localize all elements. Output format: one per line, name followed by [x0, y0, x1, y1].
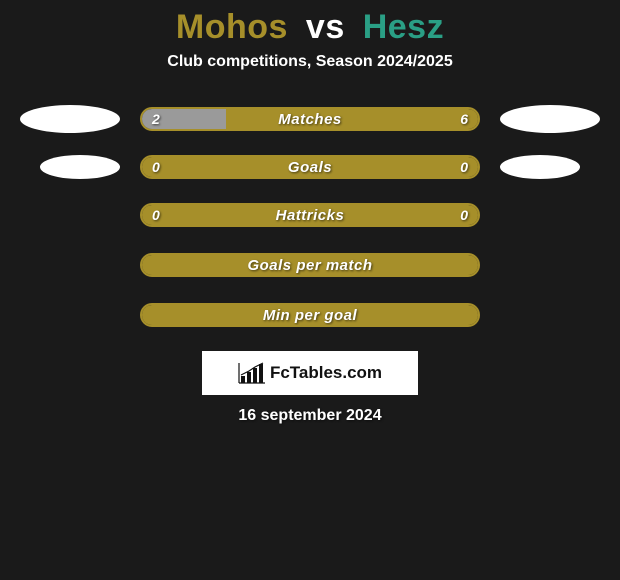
spacer	[20, 201, 120, 229]
stat-row: Min per goal	[0, 301, 620, 329]
spacer	[20, 251, 120, 279]
stat-row: Goals0 0	[0, 155, 620, 179]
stat-label: Hattricks	[142, 205, 478, 225]
stat-label: Goals per match	[142, 255, 478, 275]
stat-left-value: 2	[152, 109, 160, 129]
stat-bar: Goals0 0	[140, 155, 480, 179]
page-title: Mohos vs Hesz	[0, 0, 620, 53]
club-badge-right	[500, 105, 600, 133]
stat-right-value: 6	[460, 109, 468, 129]
stat-rows-container: Matches26Goals00Hattricks00Goals per mat…	[0, 105, 620, 329]
stat-bar: Hattricks0 0	[140, 203, 480, 227]
logo-text: FcTables.com	[270, 363, 382, 383]
stat-left-value: 0	[152, 157, 160, 177]
stat-bar: Goals per match	[140, 253, 480, 277]
stat-label: Matches	[142, 109, 478, 129]
logo-box: FcTables.com	[202, 351, 418, 395]
footer-date: 16 september 2024	[0, 407, 620, 425]
stat-label: Min per goal	[142, 305, 478, 325]
stat-bar: Matches2 6	[140, 107, 480, 131]
subtitle: Club competitions, Season 2024/2025	[0, 53, 620, 71]
stat-bar: Min per goal	[140, 303, 480, 327]
stat-row: Goals per match	[0, 251, 620, 279]
spacer	[20, 301, 120, 329]
stat-row: Hattricks0 0	[0, 201, 620, 229]
spacer	[500, 201, 600, 229]
player2-name: Hesz	[363, 8, 444, 46]
vs-text: vs	[306, 8, 345, 46]
club-badge-right	[500, 155, 580, 179]
spacer	[500, 301, 600, 329]
club-badge-left	[20, 105, 120, 133]
stat-right-value: 0	[460, 157, 468, 177]
stat-row: Matches2 6	[0, 105, 620, 133]
logo-chart-icon	[238, 362, 266, 384]
stat-left-value: 0	[152, 205, 160, 225]
stat-right-value: 0	[460, 205, 468, 225]
stat-label: Goals	[142, 157, 478, 177]
player1-name: Mohos	[176, 8, 288, 46]
club-badge-left	[40, 155, 120, 179]
spacer	[500, 251, 600, 279]
